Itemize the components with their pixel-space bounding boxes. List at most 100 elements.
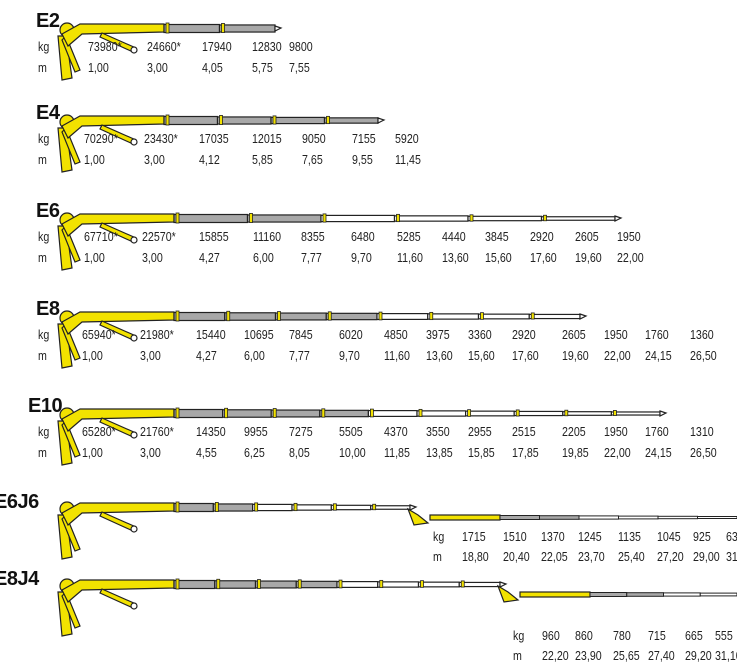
boom-extension bbox=[218, 24, 276, 33]
extension-marker bbox=[214, 502, 219, 512]
boom-extension bbox=[173, 502, 214, 513]
extension-marker bbox=[369, 408, 374, 418]
load-value: 21760* bbox=[140, 424, 174, 439]
load-value: 12830 bbox=[252, 39, 282, 54]
cylinder-pin bbox=[130, 525, 138, 533]
reach-value: 26,50 bbox=[690, 348, 717, 363]
model-label: E6 bbox=[36, 200, 60, 222]
reach-value: 13,60 bbox=[442, 250, 469, 265]
reach-value: 22,00 bbox=[604, 445, 631, 460]
boom-tip bbox=[409, 504, 418, 511]
load-value: 2515 bbox=[512, 424, 536, 439]
extension-marker bbox=[543, 214, 547, 222]
extension-marker bbox=[272, 115, 277, 125]
row-e10: E10 kg m 65280* 21760* 14350 9955 7275 5505 43… bbox=[0, 393, 737, 483]
load-unit: kg bbox=[38, 327, 50, 342]
column-cylinder bbox=[61, 590, 81, 629]
reach-value: 19,60 bbox=[562, 348, 589, 363]
load-value: 630 bbox=[726, 529, 737, 544]
extension-marker bbox=[297, 579, 302, 589]
boom-extension bbox=[562, 411, 612, 416]
extension-marker bbox=[564, 409, 569, 417]
extension-marker bbox=[469, 214, 474, 222]
model-label: E10 bbox=[28, 395, 63, 417]
boom-extension bbox=[212, 503, 254, 512]
load-value: 65940* bbox=[82, 327, 116, 342]
load-value: 2920 bbox=[512, 327, 536, 342]
jib-main bbox=[429, 514, 501, 521]
reach-value: 4,27 bbox=[196, 348, 217, 363]
boom-extension bbox=[173, 408, 224, 419]
reach-value: 18,80 bbox=[462, 549, 489, 564]
jib-extension bbox=[539, 515, 580, 520]
boom-extension bbox=[367, 410, 418, 418]
load-value: 4850 bbox=[384, 327, 408, 342]
load-value: 73980* bbox=[88, 39, 122, 54]
row-e6: E6 kg m 67710* 22570* 15855 11160 8355 6480 52… bbox=[0, 198, 737, 288]
load-value: 1950 bbox=[617, 229, 641, 244]
load-value: 2605 bbox=[575, 229, 599, 244]
load-value: 9050 bbox=[302, 131, 326, 146]
load-value: 65280* bbox=[82, 424, 116, 439]
jib-extension bbox=[699, 592, 737, 597]
load-value: 4440 bbox=[442, 229, 466, 244]
reach-value: 11,60 bbox=[397, 250, 423, 265]
boom-extension bbox=[540, 216, 616, 221]
boom-extension bbox=[465, 410, 515, 417]
boom-tip bbox=[659, 410, 668, 417]
reach-value: 19,60 bbox=[575, 250, 602, 265]
cylinder-pin bbox=[130, 602, 138, 610]
boom-tip bbox=[274, 25, 283, 32]
extension-marker bbox=[277, 311, 281, 321]
load-unit: kg bbox=[513, 628, 525, 643]
boom-extension bbox=[163, 23, 221, 34]
load-unit: kg bbox=[38, 39, 50, 54]
extension-marker bbox=[379, 579, 384, 589]
jib-extension bbox=[589, 592, 628, 597]
load-value: 3360 bbox=[468, 327, 492, 342]
reach-value: 3,00 bbox=[140, 348, 161, 363]
reach-value: 9,55 bbox=[352, 152, 373, 167]
reach-value: 31,10 bbox=[715, 648, 737, 663]
boom-extension bbox=[528, 313, 581, 320]
extension-marker bbox=[272, 408, 277, 418]
load-value: 21980* bbox=[140, 327, 174, 342]
load-value: 665 bbox=[685, 628, 703, 643]
extension-marker bbox=[515, 409, 520, 417]
column-cylinder bbox=[61, 224, 81, 263]
model-label: E4 bbox=[36, 102, 60, 124]
boom-tip bbox=[614, 215, 623, 222]
load-value: 10695 bbox=[244, 327, 274, 342]
load-value: 7275 bbox=[289, 424, 313, 439]
boom-extension bbox=[173, 213, 249, 224]
extension-marker bbox=[429, 311, 434, 321]
reach-value: 13,60 bbox=[426, 348, 453, 363]
boom-extension bbox=[467, 215, 543, 222]
load-unit: kg bbox=[433, 529, 445, 544]
boom-extension bbox=[214, 580, 257, 589]
reach-value: 20,40 bbox=[503, 549, 530, 564]
reach-unit: m bbox=[38, 250, 47, 265]
load-value: 15855 bbox=[199, 229, 229, 244]
reach-value: 1,00 bbox=[88, 60, 109, 75]
jib-joint bbox=[406, 507, 430, 526]
boom-extension bbox=[295, 580, 338, 589]
row-e2: E2 kg m 73980* 24660* 17940 12830 9800 1,00 3,… bbox=[0, 8, 737, 98]
load-unit: kg bbox=[38, 424, 50, 439]
extension-marker bbox=[224, 407, 229, 419]
load-value: 1950 bbox=[604, 327, 628, 342]
boom-extension bbox=[323, 117, 379, 124]
boom-extension bbox=[252, 503, 293, 512]
load-value: 1510 bbox=[503, 529, 527, 544]
load-value: 1310 bbox=[690, 424, 714, 439]
load-value: 1760 bbox=[645, 327, 669, 342]
extension-marker bbox=[467, 409, 472, 417]
reach-value: 3,00 bbox=[144, 152, 165, 167]
boom-extension bbox=[270, 116, 326, 125]
extension-marker bbox=[418, 408, 423, 418]
load-value: 17035 bbox=[199, 131, 229, 146]
load-unit: kg bbox=[38, 229, 50, 244]
extension-marker bbox=[530, 312, 535, 320]
reach-value: 8,05 bbox=[289, 445, 310, 460]
reach-value: 19,85 bbox=[562, 445, 589, 460]
